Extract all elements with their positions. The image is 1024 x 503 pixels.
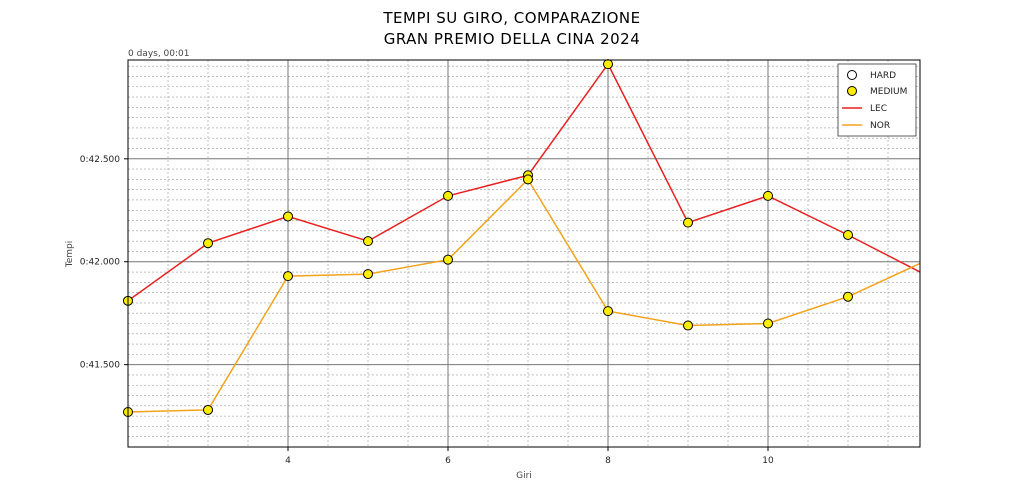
data-point-nor (443, 254, 453, 265)
data-point-lec (443, 190, 453, 201)
y-tick-label: 0:41.500 (80, 361, 121, 371)
legend: HARD MEDIUM LEC NOR (837, 63, 917, 137)
data-point-lec (683, 217, 693, 228)
x-tick-label: 4 (285, 456, 291, 466)
data-point-lec (283, 211, 293, 222)
data-point-lec (203, 238, 213, 249)
data-point-lec (763, 190, 773, 201)
legend-hard-marker (847, 70, 857, 80)
data-point-nor (843, 291, 853, 302)
data-point-lec (603, 59, 613, 70)
data-point-nor (523, 174, 533, 185)
legend-hard-label: HARD (870, 71, 896, 81)
legend-medium-label: MEDIUM (870, 87, 907, 97)
axis-ticks: 4 6 8 10 0:41.500 0:42.000 0:42.500 (80, 155, 774, 466)
legend-lec-label: LEC (870, 104, 887, 114)
y-offset-label: 0 days, 00:01 (128, 49, 190, 59)
y-axis-label: Tempi (65, 241, 75, 269)
legend-medium-marker (847, 86, 857, 96)
chart-title-line-1: TEMPI SU GIRO, COMPARAZIONE (383, 9, 641, 27)
plot-frame (127, 59, 921, 448)
data-point-lec (843, 229, 853, 240)
data-point-nor (363, 269, 373, 280)
chart-title-line-2: GRAN PREMIO DELLA CINA 2024 (383, 30, 641, 48)
data-point-nor (683, 320, 693, 331)
data-point-lec (363, 236, 373, 247)
data-point-nor (283, 271, 293, 282)
x-tick-label: 10 (762, 456, 774, 466)
data-point-nor (763, 318, 773, 329)
data-point-nor (203, 404, 213, 415)
x-tick-label: 8 (605, 456, 611, 466)
x-tick-label: 6 (445, 456, 451, 466)
minor-grid (128, 60, 920, 448)
y-tick-label: 0:42.000 (80, 258, 121, 268)
x-axis-label: Giri (516, 471, 532, 481)
major-grid (128, 60, 920, 447)
y-tick-label: 0:42.500 (80, 155, 121, 165)
data-point-nor (603, 306, 613, 317)
legend-nor-label: NOR (870, 121, 890, 131)
